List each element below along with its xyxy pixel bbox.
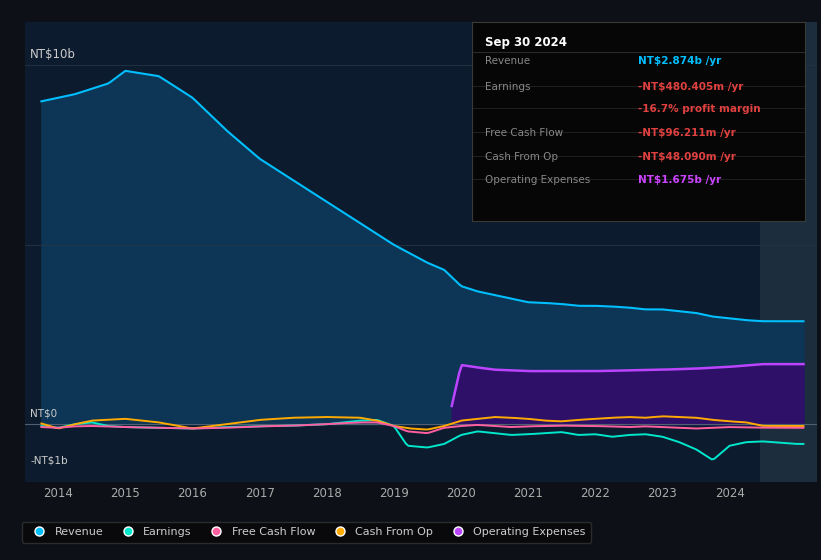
Legend: Revenue, Earnings, Free Cash Flow, Cash From Op, Operating Expenses: Revenue, Earnings, Free Cash Flow, Cash … [22, 521, 591, 543]
Text: Revenue: Revenue [485, 56, 530, 66]
Text: Earnings: Earnings [485, 82, 531, 92]
Text: NT$1.675b /yr: NT$1.675b /yr [639, 175, 722, 185]
Text: Free Cash Flow: Free Cash Flow [485, 128, 563, 138]
Text: -NT$480.405m /yr: -NT$480.405m /yr [639, 82, 744, 92]
Text: -NT$96.211m /yr: -NT$96.211m /yr [639, 128, 736, 138]
Text: Operating Expenses: Operating Expenses [485, 175, 590, 185]
Bar [759, 22, 817, 482]
Text: Sep 30 2024: Sep 30 2024 [485, 36, 567, 49]
Text: -16.7% profit margin: -16.7% profit margin [639, 104, 761, 114]
Text: NT$0: NT$0 [30, 409, 57, 419]
Text: Cash From Op: Cash From Op [485, 152, 558, 162]
Text: -NT$48.090m /yr: -NT$48.090m /yr [639, 152, 736, 162]
Text: -NT$1b: -NT$1b [30, 455, 67, 465]
Text: NT$10b: NT$10b [30, 48, 76, 60]
Text: NT$2.874b /yr: NT$2.874b /yr [639, 56, 722, 66]
